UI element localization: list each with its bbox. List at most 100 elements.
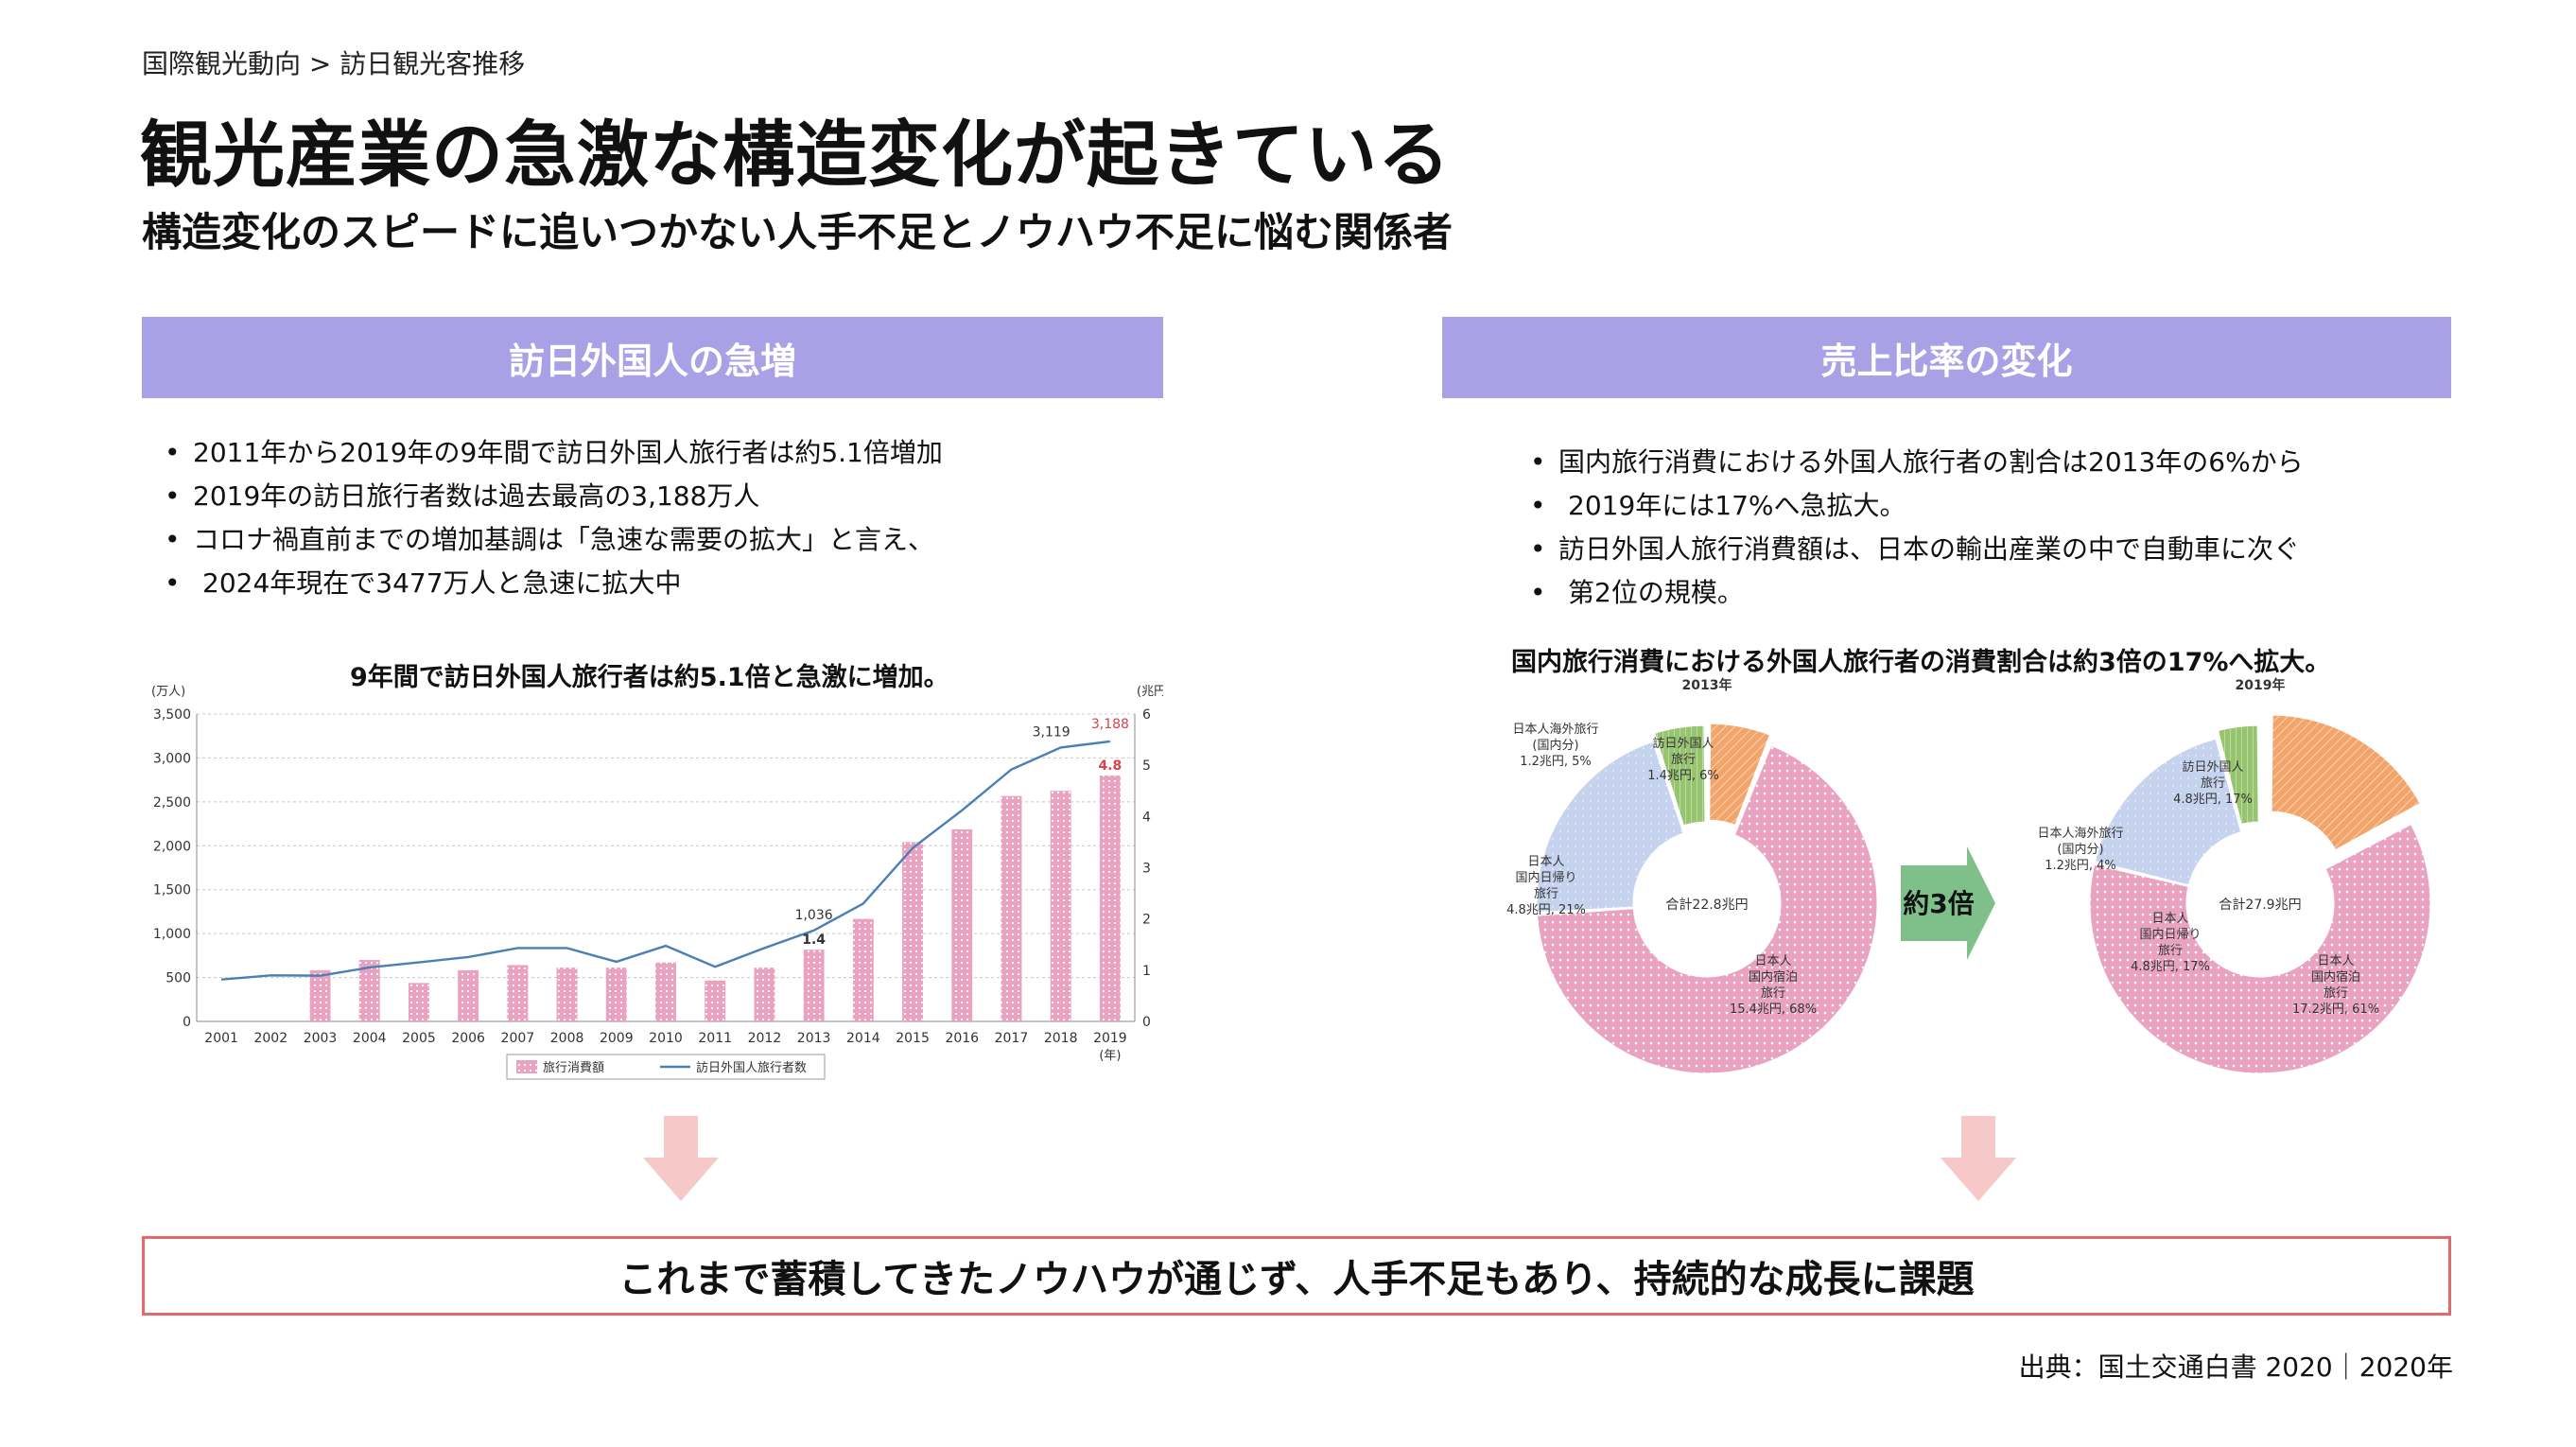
down-arrow-right-icon — [1941, 1116, 2016, 1201]
x-tick-label: 2016 — [945, 1031, 979, 1046]
left-bullet-3: コロナ禍直前までの増加基調は「急速な需要の拡大」と言え、 — [165, 518, 1167, 562]
donut-slice-label: 日本人 — [1527, 855, 1564, 869]
donut-slice-label: 日本人海外旅行 — [1512, 723, 1598, 737]
x-tick-label: 2014 — [846, 1031, 880, 1046]
donut-slice-label: 日本人 — [2151, 912, 2188, 926]
donut-slice-label: 国内宿泊 — [2311, 969, 2360, 985]
donut-chart-title: 国内旅行消費における外国人旅行者の消費割合は約3倍の17%へ拡大。 — [1511, 648, 2331, 677]
donut-slice-label: 旅行 — [1671, 753, 1696, 767]
bar-2019 — [1099, 776, 1121, 1021]
bar-2009 — [605, 968, 627, 1021]
right-bullet-2: 訪日外国人旅行消費額は、日本の輸出産業の中で自動車に次ぐ — [1530, 528, 2438, 571]
donut-slice-label: 4.8兆円, 21% — [1506, 903, 1586, 917]
page-title: 観光産業の急激な構造変化が起きている — [140, 113, 1451, 197]
x-tick-label: 2012 — [748, 1031, 782, 1046]
bar-2004 — [358, 960, 380, 1021]
donut-slice-2 — [1654, 724, 1706, 827]
x-tick-label: 2005 — [402, 1031, 436, 1046]
source-citation: 出典：国土交通白書 2020｜2020年 — [2018, 1351, 2453, 1383]
left-bullet-list: 2011年から2019年の9年間で訪日外国人旅行者は約5.1倍増加 2019年の… — [165, 431, 1167, 605]
donut-slice-label: 1.2兆円, 4% — [2045, 859, 2116, 873]
bar-2010 — [655, 962, 676, 1021]
right-tick-label: 3 — [1142, 862, 1151, 877]
left-section-header: 訪日外国人の急増 — [142, 317, 1163, 398]
bar-2012 — [754, 968, 775, 1021]
growth-arrow: 約3倍 — [1901, 846, 1995, 960]
donut-slice-1 — [1536, 741, 1684, 913]
bar-chart-title: 9年間で訪日外国人旅行者は約5.1倍と急激に増加。 — [350, 663, 949, 692]
donut-slice-label: 日本人海外旅行 — [2037, 827, 2123, 841]
annotation-2019-visitors: 3,188 — [1091, 717, 1129, 732]
left-tick-label: 3,500 — [153, 707, 191, 723]
donut-slice-label: 国内日帰り — [2139, 927, 2201, 942]
x-tick-label: 2009 — [600, 1031, 634, 1046]
legend-line-label: 訪日外国人旅行者数 — [696, 1060, 807, 1075]
donut-center-label: 合計22.8兆円 — [1665, 898, 1748, 913]
left-bullet-1: 2011年から2019年の9年間で訪日外国人旅行者は約5.1倍増加 — [165, 431, 1167, 475]
donut-slice-label: (国内分) — [1532, 738, 1578, 753]
legend-bar-label: 旅行消費額 — [543, 1061, 604, 1075]
bar-2017 — [1001, 795, 1022, 1021]
donut-year-label: 2019年 — [2236, 677, 2286, 693]
x-tick-label: 2007 — [501, 1031, 535, 1046]
donut-slice-label: 15.4兆円, 68% — [1730, 1002, 1817, 1017]
right-bullet-list: 国内旅行消費における外国人旅行者の割合は2013年の6%から 2019年には17… — [1530, 441, 2438, 615]
right-tick-label: 4 — [1142, 810, 1151, 825]
donut-center-label: 合計27.9兆円 — [2219, 898, 2301, 913]
bar-2018 — [1050, 791, 1071, 1021]
right-tick-label: 2 — [1142, 913, 1151, 928]
donut-slice-0 — [2089, 823, 2431, 1074]
x-tick-label: 2006 — [451, 1031, 485, 1046]
bar-2015 — [902, 842, 924, 1021]
right-section-header: 売上比率の変化 — [1442, 317, 2451, 398]
left-tick-label: 0 — [183, 1015, 191, 1030]
down-arrow-right — [1941, 1116, 2016, 1201]
bar-2005 — [408, 983, 429, 1021]
right-tick-label: 5 — [1142, 758, 1151, 774]
x-tick-label: 2001 — [204, 1031, 238, 1046]
donut-slice-1 — [2094, 738, 2242, 886]
right-tick-label: 1 — [1142, 964, 1151, 979]
donut-slice-label: 国内日帰り — [1515, 870, 1576, 885]
donut-slice-3 — [1709, 723, 1771, 827]
right-tick-label: 6 — [1142, 707, 1151, 723]
right-bullet-1: 国内旅行消費における外国人旅行者の割合は2013年の6%から — [1530, 441, 2438, 484]
left-bullet-3-continuation: 2024年現在で3477万人と急速に拡大中 — [165, 562, 1167, 605]
donut-slice-label: 旅行 — [2158, 944, 2183, 958]
x-tick-label: 2013 — [797, 1031, 831, 1046]
donut-slice-label: 4.8兆円, 17% — [2173, 793, 2253, 807]
x-tick-label: 2018 — [1044, 1031, 1078, 1046]
donut-slice-label: 17.2兆円, 61% — [2292, 1002, 2379, 1017]
conclusion-box: これまで蓄積してきたノウハウが通じず、人手不足もあり、持続的な成長に課題 — [142, 1236, 2451, 1316]
left-tick-label: 1,000 — [153, 927, 191, 942]
donut-slice-0 — [1536, 744, 1878, 1074]
x-tick-label: 2004 — [353, 1031, 387, 1046]
donut-slice-label: 旅行 — [1761, 986, 1785, 1001]
donut-slice-label: 4.8兆円, 17% — [2131, 960, 2210, 974]
donut-slice-label: 訪日外国人 — [2182, 759, 2243, 775]
left-bullet-2: 2019年の訪日旅行者数は過去最高の3,188万人 — [165, 475, 1167, 518]
donut-slice-label: 日本人 — [1754, 954, 1791, 968]
x-tick-label: 2003 — [304, 1031, 338, 1046]
donut-slice-label: 日本人 — [2317, 954, 2354, 968]
annotation-2018-visitors: 3,119 — [1033, 724, 1070, 740]
donut-slice-label: 旅行 — [2324, 986, 2348, 1001]
left-tick-label: 3,000 — [153, 751, 191, 766]
donut-slice-label: 国内宿泊 — [1749, 969, 1798, 985]
left-tick-label: 500 — [165, 971, 191, 986]
donut-year-label: 2013年 — [1682, 677, 1732, 693]
left-axis-unit: (万人) — [151, 685, 185, 699]
annotation-2019-spend: 4.8 — [1098, 758, 1122, 774]
donut-slice-label: 訪日外国人 — [1652, 736, 1714, 751]
bar-2007 — [507, 965, 529, 1021]
x-tick-label: 2011 — [698, 1031, 732, 1046]
bar-2011 — [705, 980, 726, 1021]
donut-slice-label: 1.4兆円, 6% — [1647, 769, 1719, 783]
left-tick-label: 2,000 — [153, 839, 191, 854]
bar-2003 — [309, 969, 331, 1021]
left-tick-label: 1,500 — [153, 883, 191, 898]
visitors-line — [221, 740, 1111, 981]
